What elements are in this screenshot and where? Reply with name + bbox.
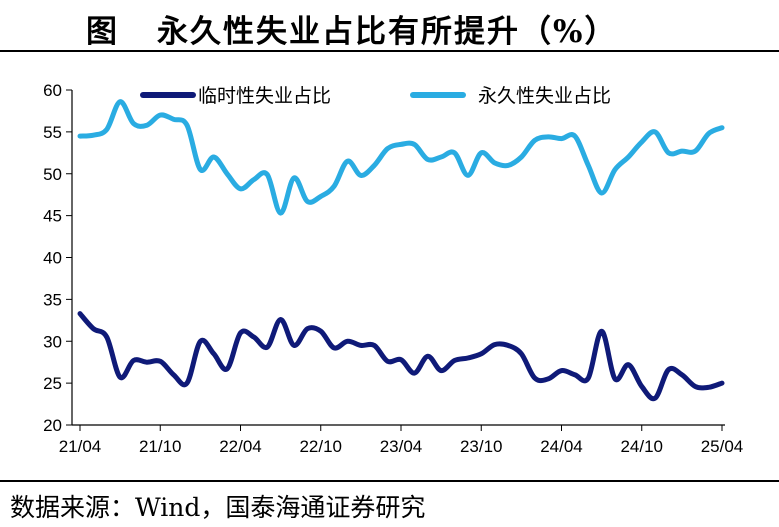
chart-title-text: 永久性失业占比有所提升（%） xyxy=(157,14,618,50)
y-tick-label: 25 xyxy=(43,374,62,393)
chart-axes: 20 25 30 35 40 45 50 55 60 21/04 21/10 22/04 22/10 23… xyxy=(43,81,743,456)
legend-label: 临时性失业占比 xyxy=(198,85,331,107)
x-tick-label: 24/04 xyxy=(540,437,583,456)
line-chart: 20 25 30 35 40 45 50 55 60 21/04 21/10 22/04 22/10 23… xyxy=(43,81,743,456)
x-tick-label: 22/10 xyxy=(299,437,342,456)
x-tick-label: 22/04 xyxy=(219,437,262,456)
x-tick-label: 25/04 xyxy=(701,437,744,456)
series-line-temporary xyxy=(77,311,725,402)
x-tick-label: 24/10 xyxy=(620,437,663,456)
y-tick-label: 35 xyxy=(43,290,62,309)
series-line-permanent xyxy=(77,99,725,216)
chart-legend: 临时性失业占比 永久性失业占比 xyxy=(140,85,611,107)
chart-series xyxy=(77,99,725,402)
title-bar: 图 永久性失业占比有所提升（%） xyxy=(0,0,779,52)
y-tick-label: 50 xyxy=(43,165,62,184)
chart-title: 图 永久性失业占比有所提升（%） xyxy=(86,6,617,51)
source-note: 数据来源：Wind，国泰海通证券研究 xyxy=(10,493,426,522)
x-tick-label: 23/04 xyxy=(380,437,423,456)
figure-label: 图 xyxy=(86,14,119,50)
legend-label: 永久性失业占比 xyxy=(478,85,611,107)
y-tick-label: 45 xyxy=(43,207,62,226)
y-tick-label: 40 xyxy=(43,249,62,268)
y-tick-label: 30 xyxy=(43,332,62,351)
y-tick-label: 60 xyxy=(43,81,62,100)
x-tick-label: 21/04 xyxy=(59,437,102,456)
source-bar: 数据来源：Wind，国泰海通证券研究 xyxy=(0,480,779,527)
y-tick-label: 55 xyxy=(43,123,62,142)
x-tick-label: 21/10 xyxy=(139,437,182,456)
x-tick-label: 23/10 xyxy=(460,437,503,456)
y-tick-label: 20 xyxy=(43,416,62,435)
